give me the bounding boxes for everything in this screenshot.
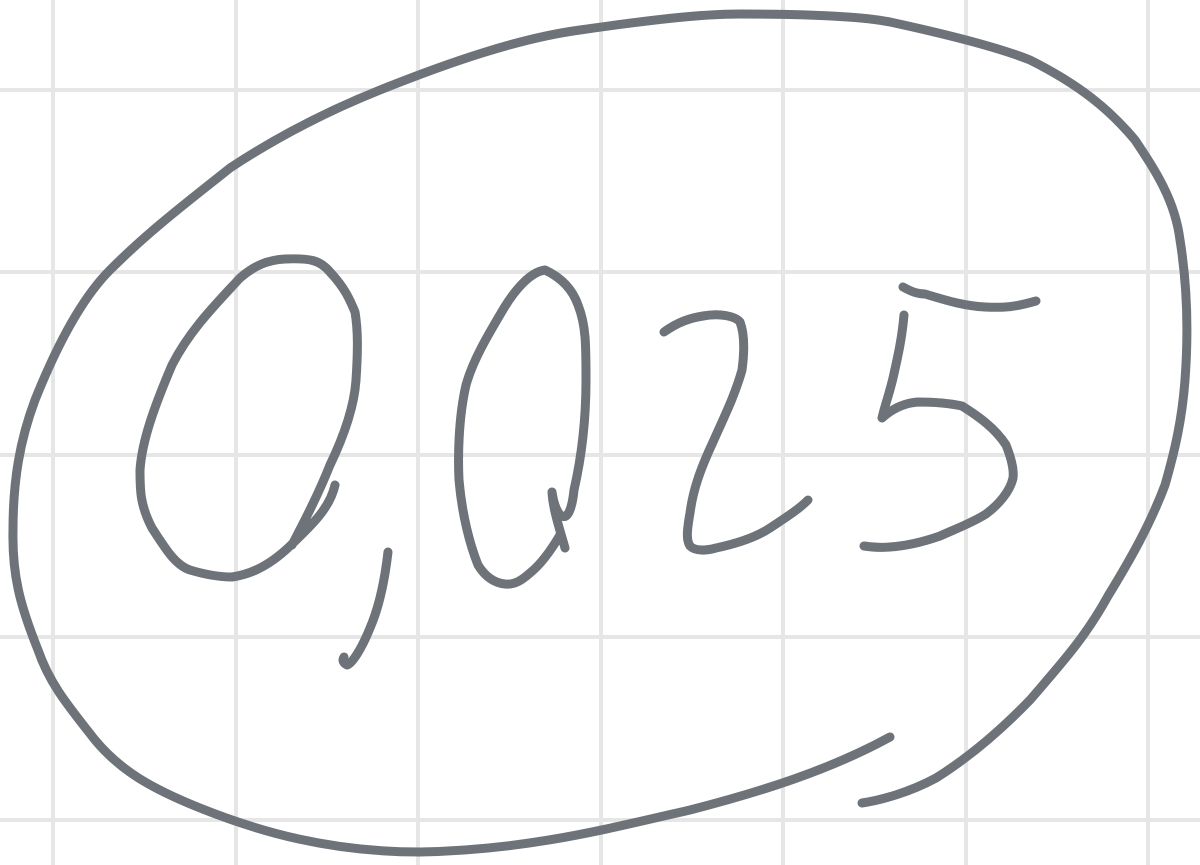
handwritten-ink bbox=[8, 9, 1192, 857]
digit-five-bar bbox=[898, 282, 1041, 312]
digit-zero-2 bbox=[454, 265, 591, 589]
digit-two bbox=[659, 310, 813, 555]
comma-stroke bbox=[338, 547, 393, 670]
digit-zero-1 bbox=[135, 254, 362, 582]
digit-five-body bbox=[859, 310, 1018, 552]
circle-stroke bbox=[8, 9, 1192, 857]
